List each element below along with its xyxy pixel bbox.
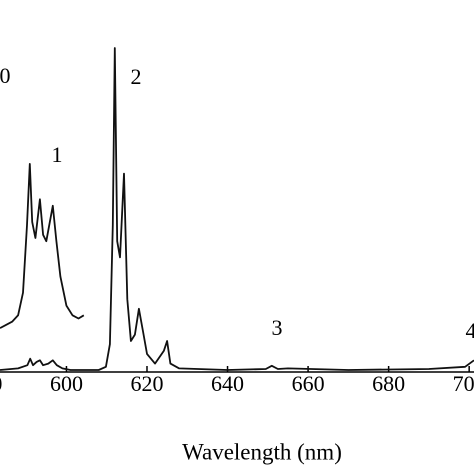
x-tick-label: 600	[50, 371, 83, 396]
x-tick-label: 640	[211, 371, 244, 396]
annotation: 1	[52, 142, 63, 167]
x-axis-title: Wavelength (nm)	[182, 439, 342, 464]
spectrum-line	[0, 47, 474, 371]
annotation: 2	[131, 64, 142, 89]
x-tick-label: 680	[372, 371, 405, 396]
x-tick-label: 660	[292, 371, 325, 396]
x-tick-label: 620	[130, 371, 163, 396]
spectrum-line	[0, 163, 85, 329]
annotation: 3	[272, 315, 283, 340]
annotation: 0	[0, 63, 11, 88]
x-tick-label: 580	[0, 371, 2, 396]
x-tick-label: 700	[453, 371, 474, 396]
annotation: 4	[466, 318, 474, 343]
